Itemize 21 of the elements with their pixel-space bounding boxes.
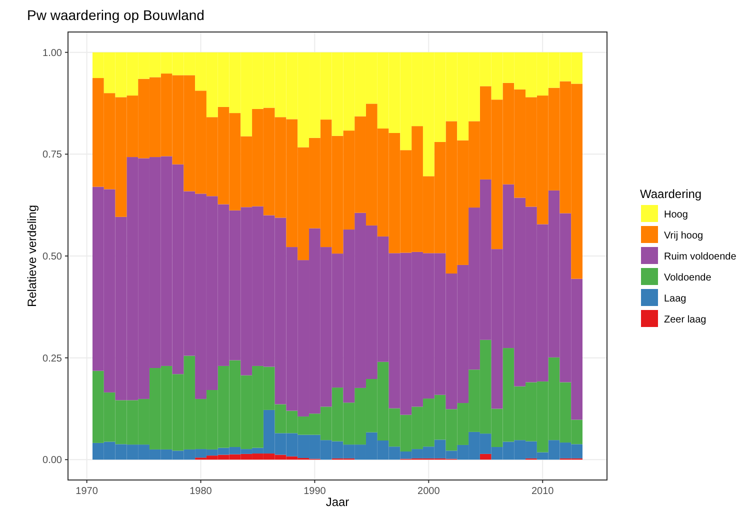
x-tick-label: 2010 <box>531 486 554 497</box>
y-tick-label: 0.00 <box>42 455 62 466</box>
x-tick-label: 1990 <box>304 486 326 497</box>
y-tick-label: 1.00 <box>42 48 62 59</box>
y-tick-label: 0.25 <box>42 353 62 364</box>
x-tick-label: 2000 <box>418 486 440 497</box>
x-tick-label: 1980 <box>190 486 212 497</box>
legend-label: Vrij hoog <box>664 230 704 242</box>
x-axis-title: Jaar <box>326 495 350 509</box>
legend-label: Voldoende <box>664 272 712 284</box>
legend-label: Laag <box>664 294 686 304</box>
legend-label: Zeer laag <box>664 314 706 326</box>
legend-title: Waardering <box>640 187 702 201</box>
chart-title: Pw waardering op Bouwland <box>27 7 204 23</box>
x-tick-label: 1970 <box>76 486 98 497</box>
y-tick-label: 0.50 <box>42 252 62 262</box>
y-axis-title: Relatieve verdeling <box>25 204 39 308</box>
legend-label: Hoog <box>664 210 688 220</box>
legend-label: Ruim voldoende <box>664 252 737 262</box>
bar <box>480 454 492 460</box>
y-tick-label: 0.75 <box>42 150 62 161</box>
